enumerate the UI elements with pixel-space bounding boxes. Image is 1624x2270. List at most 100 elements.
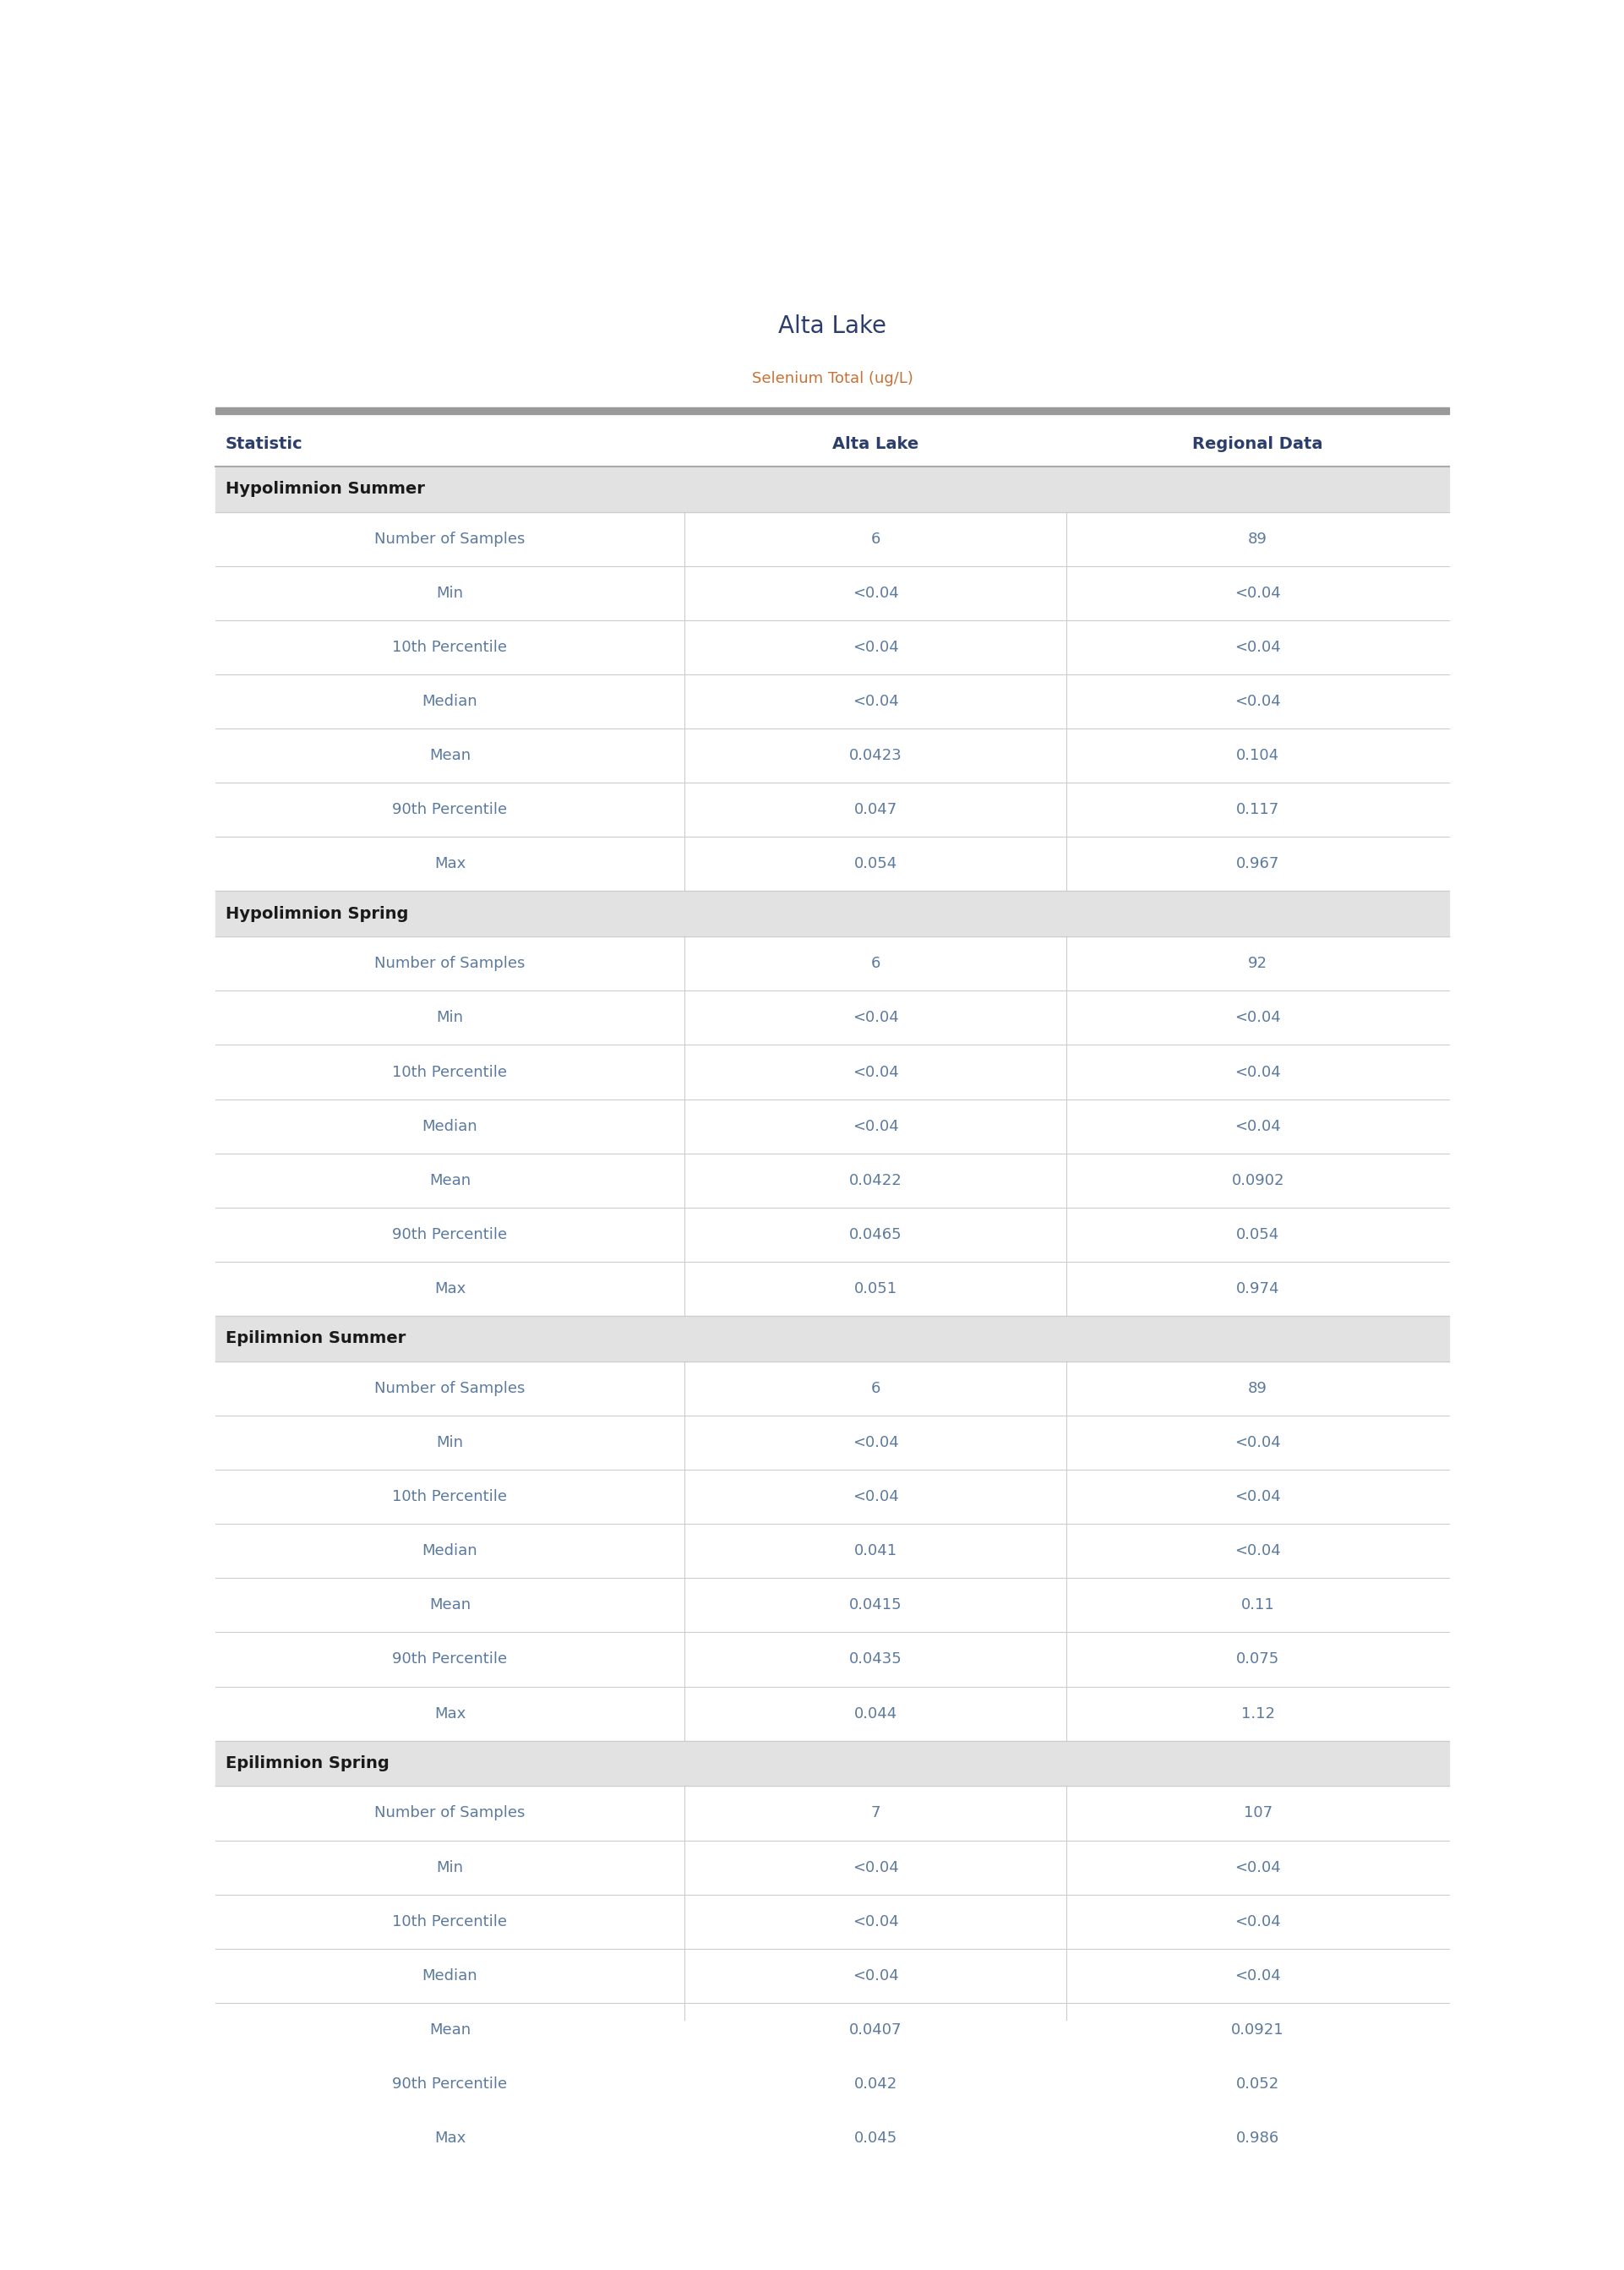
Bar — [216, 674, 1449, 729]
Text: 10th Percentile: 10th Percentile — [393, 1914, 507, 1930]
Text: 10th Percentile: 10th Percentile — [393, 1065, 507, 1081]
Text: Mean: Mean — [429, 2023, 471, 2038]
Bar — [216, 420, 1449, 465]
Text: 0.974: 0.974 — [1236, 1280, 1280, 1296]
Text: 0.052: 0.052 — [1236, 2077, 1280, 2091]
Text: Max: Max — [434, 1707, 466, 1721]
Bar — [216, 2002, 1449, 2057]
Text: 89: 89 — [1249, 531, 1267, 547]
Text: <0.04: <0.04 — [853, 1489, 898, 1505]
Bar — [216, 729, 1449, 783]
Text: <0.04: <0.04 — [1234, 1065, 1281, 1081]
Text: Statistic: Statistic — [226, 436, 304, 452]
Bar — [216, 620, 1449, 674]
Text: Median: Median — [422, 1119, 477, 1133]
Bar — [216, 406, 1449, 413]
Text: Mean: Mean — [429, 749, 471, 763]
Text: 0.0422: 0.0422 — [849, 1174, 901, 1187]
Text: <0.04: <0.04 — [1234, 695, 1281, 708]
Text: 107: 107 — [1244, 1805, 1272, 1821]
Text: Mean: Mean — [429, 1598, 471, 1612]
Text: 0.0415: 0.0415 — [849, 1598, 901, 1612]
Text: 0.0423: 0.0423 — [849, 749, 901, 763]
Text: Min: Min — [437, 586, 463, 602]
Text: Number of Samples: Number of Samples — [375, 1380, 525, 1396]
Text: 0.047: 0.047 — [854, 801, 896, 817]
Text: 0.0407: 0.0407 — [849, 2023, 901, 2038]
Bar — [216, 1469, 1449, 1523]
Text: <0.04: <0.04 — [853, 1859, 898, 1875]
Text: 0.0465: 0.0465 — [849, 1228, 901, 1242]
Text: <0.04: <0.04 — [1234, 1859, 1281, 1875]
Text: Regional Data: Regional Data — [1192, 436, 1324, 452]
Text: <0.04: <0.04 — [1234, 1010, 1281, 1026]
Text: 90th Percentile: 90th Percentile — [393, 1228, 507, 1242]
Text: Selenium Total (ug/L): Selenium Total (ug/L) — [752, 372, 913, 386]
Bar — [216, 1786, 1449, 1841]
Bar — [216, 938, 1449, 990]
Text: Alta Lake: Alta Lake — [831, 436, 919, 452]
Text: 1.12: 1.12 — [1241, 1707, 1275, 1721]
Bar — [216, 1044, 1449, 1099]
Text: Median: Median — [422, 695, 477, 708]
Bar — [216, 990, 1449, 1044]
Text: <0.04: <0.04 — [1234, 1914, 1281, 1930]
Bar — [216, 1578, 1449, 1632]
Text: <0.04: <0.04 — [1234, 640, 1281, 656]
Bar — [216, 511, 1449, 565]
Text: <0.04: <0.04 — [853, 1435, 898, 1451]
Text: <0.04: <0.04 — [853, 1914, 898, 1930]
Text: 6: 6 — [870, 1380, 880, 1396]
Bar — [216, 1208, 1449, 1262]
Text: Median: Median — [422, 1968, 477, 1984]
Text: <0.04: <0.04 — [1234, 1968, 1281, 1984]
Bar — [216, 465, 1449, 511]
Text: 0.051: 0.051 — [854, 1280, 896, 1296]
Bar — [216, 1687, 1449, 1741]
Bar — [216, 892, 1449, 938]
Text: Min: Min — [437, 1859, 463, 1875]
Text: <0.04: <0.04 — [1234, 1435, 1281, 1451]
Text: 0.967: 0.967 — [1236, 856, 1280, 872]
Text: 0.0435: 0.0435 — [849, 1653, 901, 1666]
Text: Epilimnion Summer: Epilimnion Summer — [226, 1330, 406, 1346]
Text: <0.04: <0.04 — [1234, 586, 1281, 602]
Text: 10th Percentile: 10th Percentile — [393, 640, 507, 656]
Text: Max: Max — [434, 856, 466, 872]
Text: Median: Median — [422, 1544, 477, 1559]
Text: Max: Max — [434, 2132, 466, 2145]
Bar — [216, 1099, 1449, 1153]
Text: <0.04: <0.04 — [853, 1968, 898, 1984]
Text: 0.044: 0.044 — [854, 1707, 896, 1721]
Bar — [216, 2111, 1449, 2166]
Text: 0.986: 0.986 — [1236, 2132, 1280, 2145]
Text: <0.04: <0.04 — [853, 1119, 898, 1133]
Text: 0.042: 0.042 — [854, 2077, 896, 2091]
Text: 6: 6 — [870, 531, 880, 547]
Bar — [216, 2057, 1449, 2111]
Text: 7: 7 — [870, 1805, 880, 1821]
Text: 90th Percentile: 90th Percentile — [393, 2077, 507, 2091]
Text: 0.117: 0.117 — [1236, 801, 1280, 817]
Text: Max: Max — [434, 1280, 466, 1296]
Bar — [216, 1416, 1449, 1469]
Text: 0.0921: 0.0921 — [1231, 2023, 1285, 2038]
Bar — [216, 783, 1449, 838]
Bar — [216, 565, 1449, 620]
Text: <0.04: <0.04 — [853, 1065, 898, 1081]
Text: 0.104: 0.104 — [1236, 749, 1280, 763]
Text: Number of Samples: Number of Samples — [375, 956, 525, 972]
Text: 10th Percentile: 10th Percentile — [393, 1489, 507, 1505]
Bar — [216, 1153, 1449, 1208]
Text: Mean: Mean — [429, 1174, 471, 1187]
Text: <0.04: <0.04 — [853, 640, 898, 656]
Bar — [216, 1632, 1449, 1687]
Text: Number of Samples: Number of Samples — [375, 531, 525, 547]
Bar — [216, 1841, 1449, 1895]
Text: Min: Min — [437, 1435, 463, 1451]
Text: <0.04: <0.04 — [1234, 1544, 1281, 1559]
Bar — [216, 1523, 1449, 1578]
Text: Number of Samples: Number of Samples — [375, 1805, 525, 1821]
Text: 0.045: 0.045 — [854, 2132, 896, 2145]
Text: <0.04: <0.04 — [853, 695, 898, 708]
